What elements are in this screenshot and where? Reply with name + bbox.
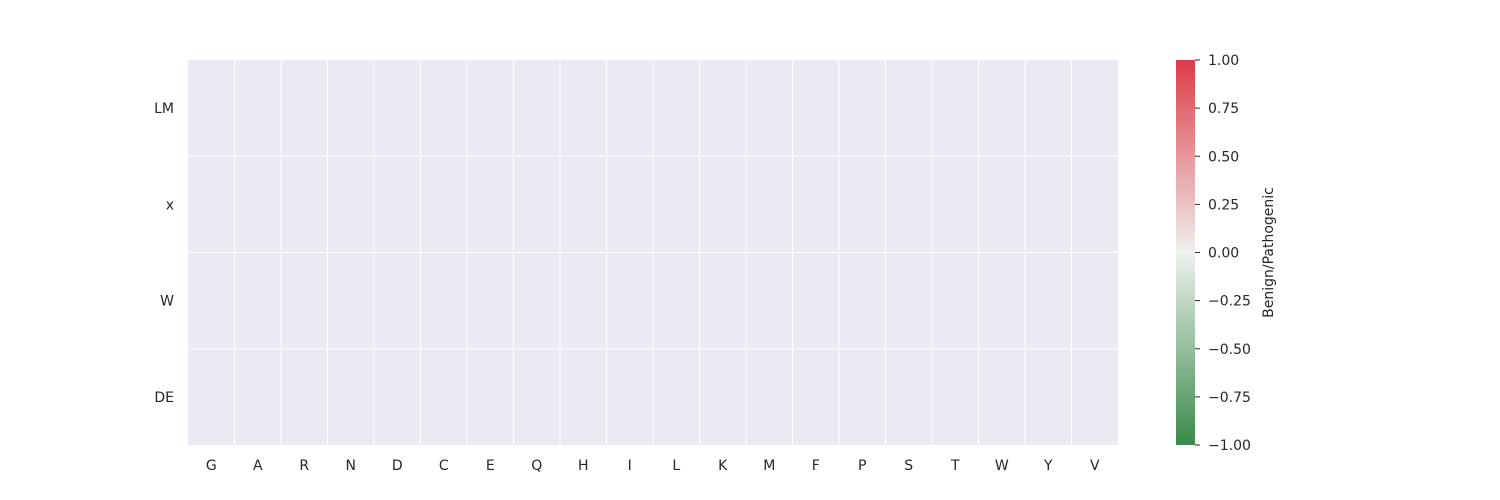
x-tick-label: W bbox=[995, 458, 1009, 474]
y-tick-label: x bbox=[166, 197, 174, 213]
colorbar-ticks: 1.00 0.75 0.50 0.25 0.00 −0.25 −0.50 −0.75 −1.00 bbox=[1195, 53, 1251, 454]
x-tick-label: H bbox=[578, 458, 589, 474]
x-tick-label: M bbox=[763, 458, 775, 474]
x-tick-label: N bbox=[346, 458, 356, 474]
y-tick-label: DE bbox=[154, 390, 174, 406]
x-tick-label: G bbox=[206, 458, 217, 474]
colorbar-tick-label: −0.75 bbox=[1208, 390, 1251, 406]
y-axis-ticks: LM x W DE bbox=[154, 101, 174, 406]
x-tick-label: K bbox=[718, 458, 728, 474]
colorbar-tick-label: −0.25 bbox=[1208, 294, 1251, 310]
colorbar-label: Benign/Pathogenic bbox=[1261, 187, 1277, 318]
colorbar: 1.00 0.75 0.50 0.25 0.00 −0.25 −0.50 −0.75 −1.00… bbox=[1176, 53, 1277, 454]
x-tick-label: C bbox=[439, 458, 449, 474]
x-tick-label: Y bbox=[1043, 458, 1053, 474]
colorbar-tick-label: 0.50 bbox=[1208, 149, 1239, 165]
colorbar-tick-label: 0.75 bbox=[1208, 101, 1239, 117]
x-tick-label: E bbox=[486, 458, 495, 474]
plot-area bbox=[188, 60, 1118, 445]
x-tick-label: I bbox=[628, 458, 632, 474]
x-tick-label: A bbox=[253, 458, 263, 474]
y-tick-label: W bbox=[160, 294, 174, 310]
x-tick-label: Q bbox=[531, 458, 542, 474]
x-tick-label: V bbox=[1090, 458, 1100, 474]
colorbar-tick-label: 0.25 bbox=[1208, 197, 1239, 213]
colorbar-tick-label: −1.00 bbox=[1208, 438, 1251, 454]
x-tick-label: L bbox=[672, 458, 680, 474]
x-tick-label: F bbox=[812, 458, 820, 474]
x-tick-label: T bbox=[950, 458, 960, 474]
y-tick-label: LM bbox=[154, 101, 174, 117]
colorbar-tick-label: 1.00 bbox=[1208, 53, 1239, 69]
colorbar-gradient bbox=[1176, 60, 1195, 445]
x-tick-label: R bbox=[299, 458, 309, 474]
colorbar-tick-label: −0.50 bbox=[1208, 342, 1251, 358]
x-tick-label: S bbox=[904, 458, 913, 474]
colorbar-tick-label: 0.00 bbox=[1208, 246, 1239, 262]
x-tick-label: P bbox=[858, 458, 866, 474]
x-tick-label: D bbox=[392, 458, 403, 474]
